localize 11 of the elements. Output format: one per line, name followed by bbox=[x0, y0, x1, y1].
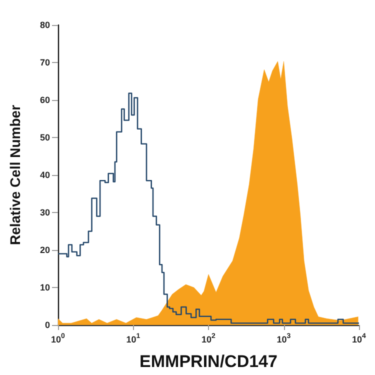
x-axis-title: EMMPRIN/CD147 bbox=[140, 352, 278, 371]
y-axis-title: Relative Cell Number bbox=[7, 104, 23, 246]
y-tick-label: 60 bbox=[40, 95, 50, 105]
y-tick-label: 40 bbox=[40, 170, 50, 180]
y-tick-label: 10 bbox=[40, 282, 50, 292]
y-tick-label: 20 bbox=[40, 245, 50, 255]
y-tick-label: 50 bbox=[40, 132, 50, 142]
y-tick-label: 0 bbox=[44, 320, 50, 330]
y-tick-label: 30 bbox=[40, 208, 50, 218]
y-tick-label: 80 bbox=[40, 20, 50, 30]
y-tick-label: 70 bbox=[40, 58, 50, 68]
